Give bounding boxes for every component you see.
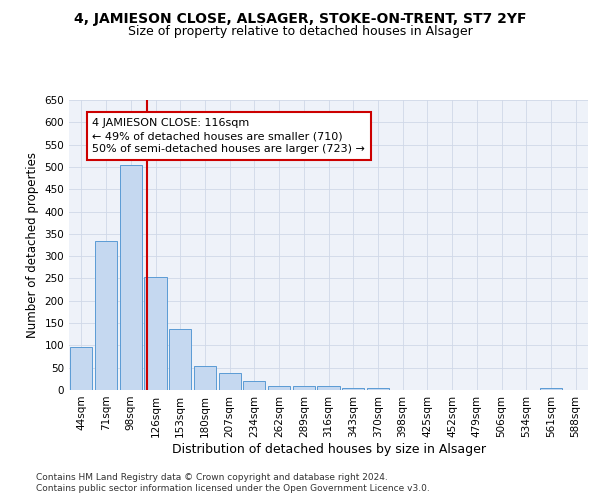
Bar (145, 277, 167, 390)
Bar (218, 374, 241, 390)
Text: Size of property relative to detached houses in Alsager: Size of property relative to detached ho… (128, 25, 472, 38)
Bar (317, 386, 340, 390)
Bar (169, 329, 191, 390)
Bar (243, 380, 265, 390)
Bar (70, 346, 92, 390)
X-axis label: Distribution of detached houses by size in Alsager: Distribution of detached houses by size … (172, 442, 485, 456)
Bar (194, 366, 216, 390)
Bar (367, 388, 389, 390)
Text: 4, JAMIESON CLOSE, ALSAGER, STOKE-ON-TRENT, ST7 2YF: 4, JAMIESON CLOSE, ALSAGER, STOKE-ON-TRE… (74, 12, 526, 26)
Bar (540, 388, 562, 390)
Bar (342, 388, 364, 390)
Bar (95, 242, 117, 390)
Text: Contains HM Land Registry data © Crown copyright and database right 2024.
Contai: Contains HM Land Registry data © Crown c… (36, 472, 430, 494)
Bar (268, 386, 290, 390)
Y-axis label: Number of detached properties: Number of detached properties (26, 152, 39, 338)
Bar (293, 386, 315, 390)
Text: 4 JAMIESON CLOSE: 116sqm
← 49% of detached houses are smaller (710)
50% of semi-: 4 JAMIESON CLOSE: 116sqm ← 49% of detach… (92, 118, 365, 154)
Bar (119, 164, 142, 390)
